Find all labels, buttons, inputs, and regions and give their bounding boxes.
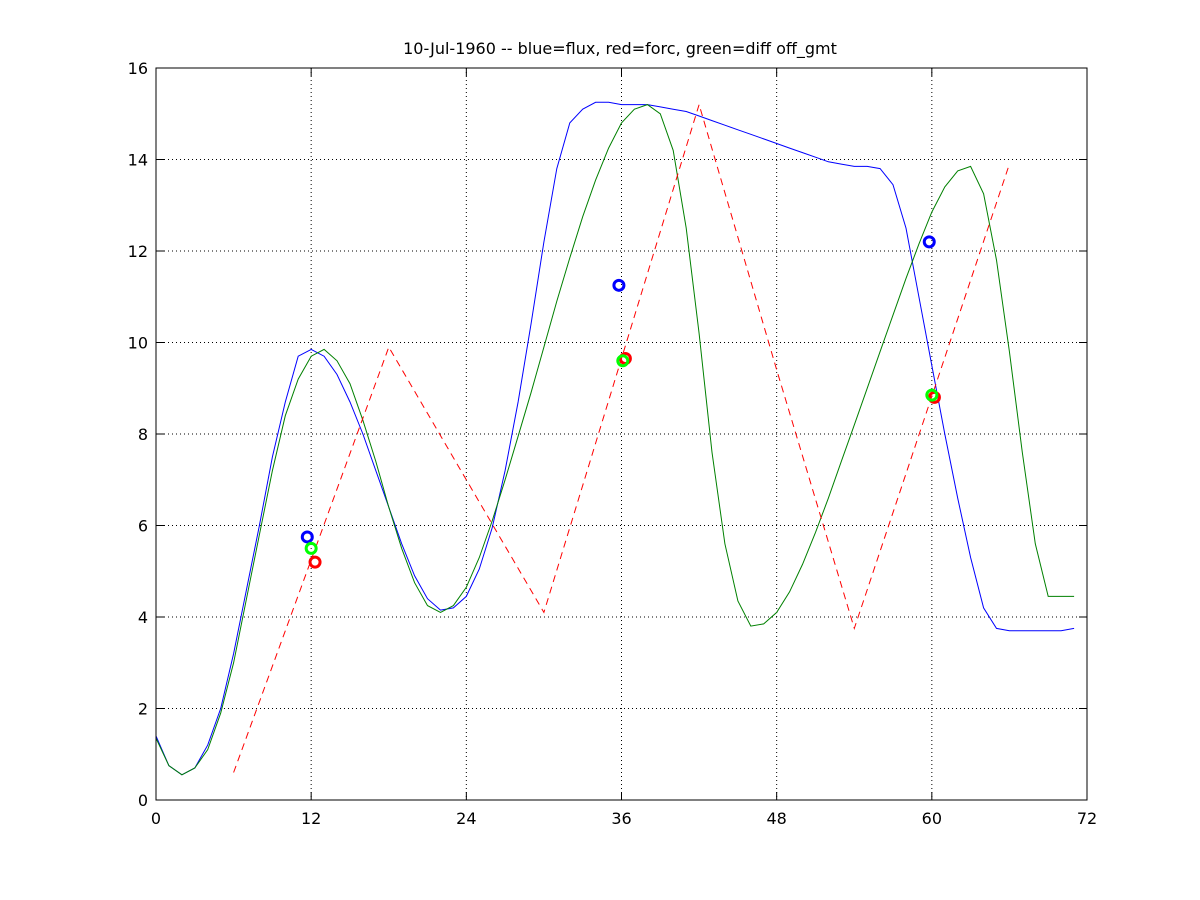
x-tick-label-5: 60 — [922, 809, 942, 828]
x-tick-label-4: 48 — [766, 809, 786, 828]
y-tick-label-5: 10 — [128, 334, 148, 353]
marker-point-1 — [304, 541, 318, 555]
marker-point-6 — [922, 235, 936, 249]
y-tick-label-6: 12 — [128, 242, 148, 261]
series-line-1 — [155, 104, 1075, 776]
y-tick-label-4: 8 — [138, 425, 148, 444]
marker-point-0 — [300, 530, 314, 544]
marker-point-5 — [616, 354, 630, 368]
plot-background — [156, 68, 1087, 800]
x-tick-label-1: 12 — [301, 809, 321, 828]
chart-title: 10-Jul-1960 -- blue=flux, red=forc, gree… — [403, 39, 837, 59]
y-tick-label-1: 2 — [138, 700, 148, 719]
series-line-0 — [155, 101, 1075, 776]
x-tick-label-6: 72 — [1077, 809, 1097, 828]
marker-point-2 — [308, 555, 322, 569]
marker-point-8 — [925, 388, 939, 402]
y-tick-label-0: 0 — [138, 791, 148, 810]
y-tick-label-2: 4 — [138, 608, 148, 627]
y-tick-label-8: 16 — [128, 59, 148, 78]
x-tick-label-0: 0 — [151, 809, 161, 828]
x-tick-label-2: 24 — [456, 809, 476, 828]
x-tick-label-3: 36 — [611, 809, 631, 828]
marker-point-3 — [612, 278, 626, 292]
y-tick-label-7: 14 — [128, 151, 148, 170]
y-tick-label-3: 6 — [138, 517, 148, 536]
